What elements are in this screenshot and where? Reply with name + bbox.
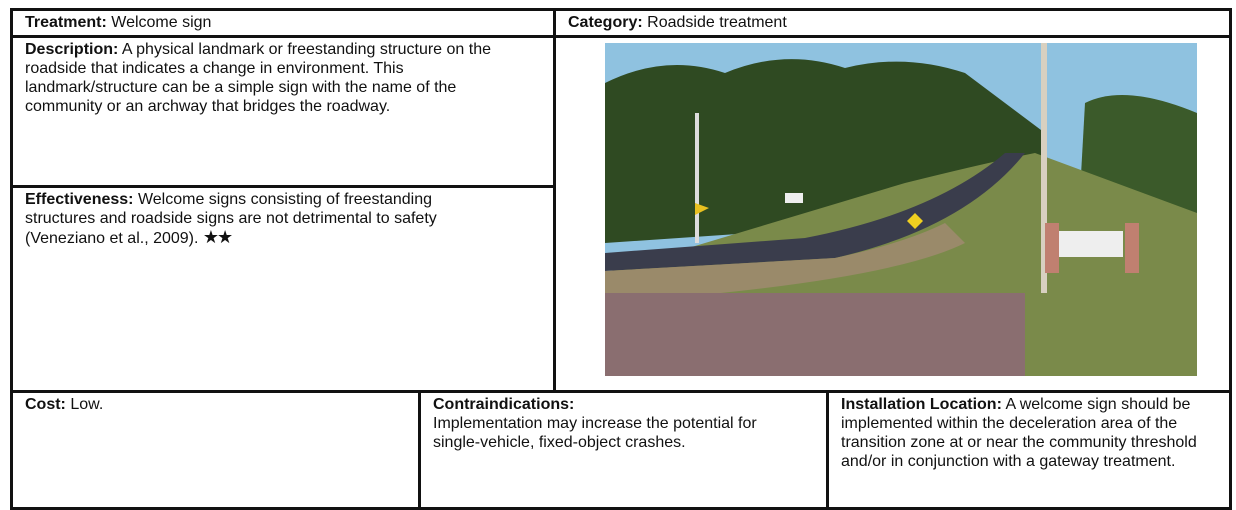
- label: Contraindications:: [433, 396, 575, 413]
- label: Description:: [25, 41, 119, 58]
- value: Low.: [70, 396, 104, 413]
- value: Welcome signs consisting of freestanding…: [25, 191, 437, 247]
- description-cell: Description: A physical landmark or free…: [10, 35, 556, 188]
- installation-cell: Installation Location: A welcome sign sh…: [826, 390, 1232, 510]
- category-cell: Category: Roadside treatment: [553, 8, 1232, 38]
- photo: [605, 43, 1197, 376]
- label: Cost:: [25, 396, 66, 413]
- label: Treatment:: [25, 14, 107, 31]
- photo-cell: [553, 35, 1232, 393]
- cost-cell: Cost: Low.: [10, 390, 421, 510]
- value: Roadside treatment: [647, 14, 787, 31]
- effectiveness-cell: Effectiveness: Welcome signs consisting …: [10, 185, 556, 393]
- treatment-cell: Treatment: Welcome sign: [10, 8, 556, 38]
- rating: ★★: [202, 227, 233, 247]
- contraindications-cell: Contraindications: Implementation may inc…: [418, 390, 829, 510]
- value: A welcome sign should be implemented wit…: [841, 396, 1197, 470]
- label: Installation Location:: [841, 396, 1002, 413]
- value: A physical landmark or freestanding stru…: [25, 41, 491, 115]
- value: Welcome sign: [111, 14, 212, 31]
- label: Category:: [568, 14, 643, 31]
- label: Effectiveness:: [25, 191, 134, 208]
- value: Implementation may increase the potentia…: [433, 415, 757, 451]
